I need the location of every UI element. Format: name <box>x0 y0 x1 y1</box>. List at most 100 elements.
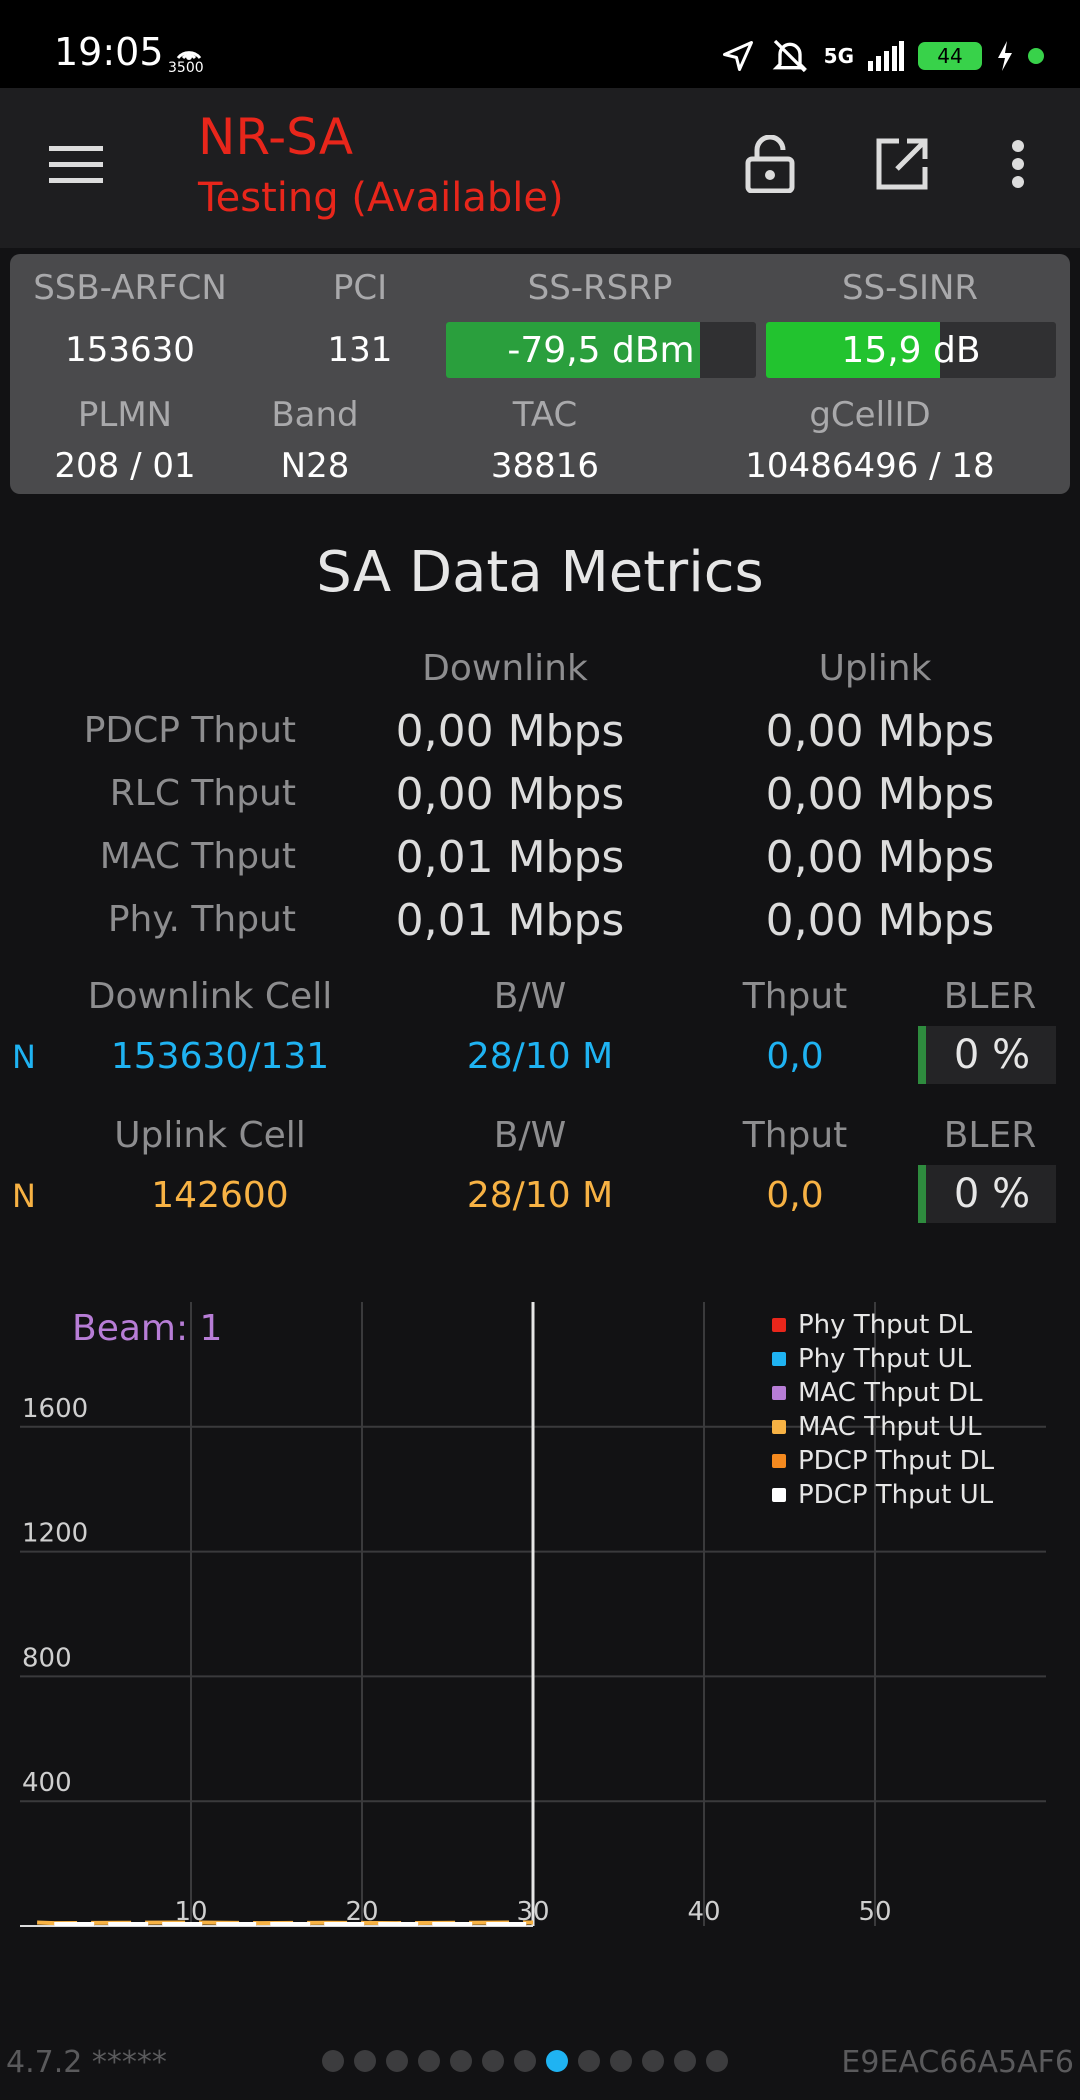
metric-label: RLC Thput <box>109 773 296 814</box>
status-icons: 5G 44 <box>720 34 1044 78</box>
downlink-cell-id: 153630/131 <box>110 1036 330 1077</box>
legend-label: Phy Thput UL <box>798 1344 972 1374</box>
open-external-button[interactable] <box>862 124 942 204</box>
downlink-bler-bar <box>918 1026 926 1084</box>
active-dot-icon <box>1028 48 1044 64</box>
uplink-cell-id: 142600 <box>151 1175 289 1216</box>
x-tick-label: 50 <box>858 1897 891 1927</box>
header-ss-rsrp: SS-RSRP <box>527 268 673 308</box>
sinr-value: 15,9 dB <box>841 329 981 371</box>
legend-swatch <box>772 1352 786 1366</box>
header-thput: Thput <box>742 1115 848 1156</box>
header-bler: BLER <box>943 976 1037 1017</box>
page-dot[interactable] <box>450 2050 472 2072</box>
page-dot[interactable] <box>354 2050 376 2072</box>
page-dot[interactable] <box>578 2050 600 2072</box>
more-options-button[interactable] <box>978 124 1058 204</box>
hamburger-icon <box>49 146 103 183</box>
value-band: N28 <box>280 446 350 486</box>
page-dot[interactable] <box>674 2050 696 2072</box>
legend-item: Phy Thput UL <box>772 1342 994 1376</box>
page-dot[interactable] <box>418 2050 440 2072</box>
y-tick-label: 800 <box>22 1643 72 1673</box>
sinr-bar-fill <box>766 322 940 378</box>
uplink-bw: 28/10 M <box>466 1175 614 1216</box>
page-dot[interactable] <box>642 2050 664 2072</box>
col-downlink: Downlink <box>422 648 588 689</box>
downlink-bler: 0 % <box>953 1032 1031 1078</box>
page-dot[interactable] <box>322 2050 344 2072</box>
page-dot[interactable] <box>482 2050 504 2072</box>
lock-button[interactable] <box>730 124 810 204</box>
value-gcellid: 10486496 / 18 <box>745 446 995 486</box>
mute-icon <box>772 39 808 73</box>
more-vert-icon <box>1012 140 1024 188</box>
page-indicator[interactable] <box>322 2050 728 2072</box>
beam-annotation: Beam: 1 <box>72 1308 223 1349</box>
location-icon <box>722 41 753 71</box>
header-plmn: PLMN <box>77 395 173 435</box>
hotspot-icon <box>170 36 208 76</box>
legend-swatch <box>772 1386 786 1400</box>
hotspot-label: 3500 <box>168 60 204 76</box>
legend-item: PDCP Thput UL <box>772 1478 994 1512</box>
battery-icon: 44 <box>918 42 982 70</box>
metrics-title: SA Data Metrics <box>316 540 764 605</box>
page-dot[interactable] <box>546 2050 568 2072</box>
legend-label: Phy Thput DL <box>798 1310 973 1340</box>
header-band: Band <box>271 395 359 435</box>
header-ssb-arfcn: SSB-ARFCN <box>33 268 227 308</box>
header-thput: Thput <box>742 976 848 1017</box>
legend-swatch <box>772 1488 786 1502</box>
metric-label: PDCP Thput <box>83 710 296 751</box>
uplink-bler-bar <box>918 1165 926 1223</box>
header-ss-sinr: SS-SINR <box>841 268 979 308</box>
y-tick-label: 1200 <box>22 1519 88 1549</box>
legend-swatch <box>772 1420 786 1434</box>
metric-ul-value: 0,00 Mbps <box>765 895 995 946</box>
legend-item: MAC Thput UL <box>772 1410 994 1444</box>
y-tick-label: 1600 <box>22 1394 88 1424</box>
app-title: NR-SA <box>198 108 354 166</box>
metric-ul-value: 0,00 Mbps <box>765 832 995 883</box>
legend-swatch <box>772 1454 786 1468</box>
page-dot[interactable] <box>610 2050 632 2072</box>
charging-icon <box>998 41 1012 71</box>
legend-item: PDCP Thput DL <box>772 1444 994 1478</box>
page-dot[interactable] <box>386 2050 408 2072</box>
rsrp-bar: -79,5 dBm <box>446 322 756 378</box>
legend-label: PDCP Thput DL <box>798 1446 995 1476</box>
header-pci: PCI <box>332 268 388 308</box>
downlink-thput: 0,0 <box>766 1036 824 1077</box>
device-id: E9EAC66A5AF6 <box>841 2045 1074 2080</box>
header-bler: BLER <box>943 1115 1037 1156</box>
legend-swatch <box>772 1318 786 1332</box>
downlink-bw: 28/10 M <box>466 1036 614 1077</box>
uplink-tag: N <box>12 1177 36 1215</box>
signal-icon <box>868 41 904 71</box>
unlock-icon <box>745 135 795 193</box>
page-dot[interactable] <box>514 2050 536 2072</box>
menu-button[interactable] <box>36 124 116 204</box>
value-ssb-arfcn: 153630 <box>65 330 195 370</box>
col-uplink: Uplink <box>818 648 932 689</box>
metric-label: MAC Thput <box>99 836 296 877</box>
page-dot[interactable] <box>706 2050 728 2072</box>
network-label: 5G <box>823 44 854 68</box>
value-plmn: 208 / 01 <box>54 446 196 486</box>
uplink-thput: 0,0 <box>766 1175 824 1216</box>
header-gcellid: gCellID <box>809 395 931 435</box>
metric-ul-value: 0,00 Mbps <box>765 769 995 820</box>
value-tac: 38816 <box>490 446 600 486</box>
status-clock: 19:05 <box>54 30 164 74</box>
downlink-bler-box: 0 % <box>918 1026 1056 1084</box>
metric-label: Phy. Thput <box>107 899 296 940</box>
uplink-bler: 0 % <box>953 1171 1031 1217</box>
value-pci: 131 <box>327 330 393 370</box>
metric-dl-value: 0,01 Mbps <box>395 832 625 883</box>
app-version: 4.7.2 ***** <box>6 2045 167 2080</box>
battery-level: 44 <box>937 44 963 68</box>
metric-dl-value: 0,01 Mbps <box>395 895 625 946</box>
open-external-icon <box>876 138 928 190</box>
